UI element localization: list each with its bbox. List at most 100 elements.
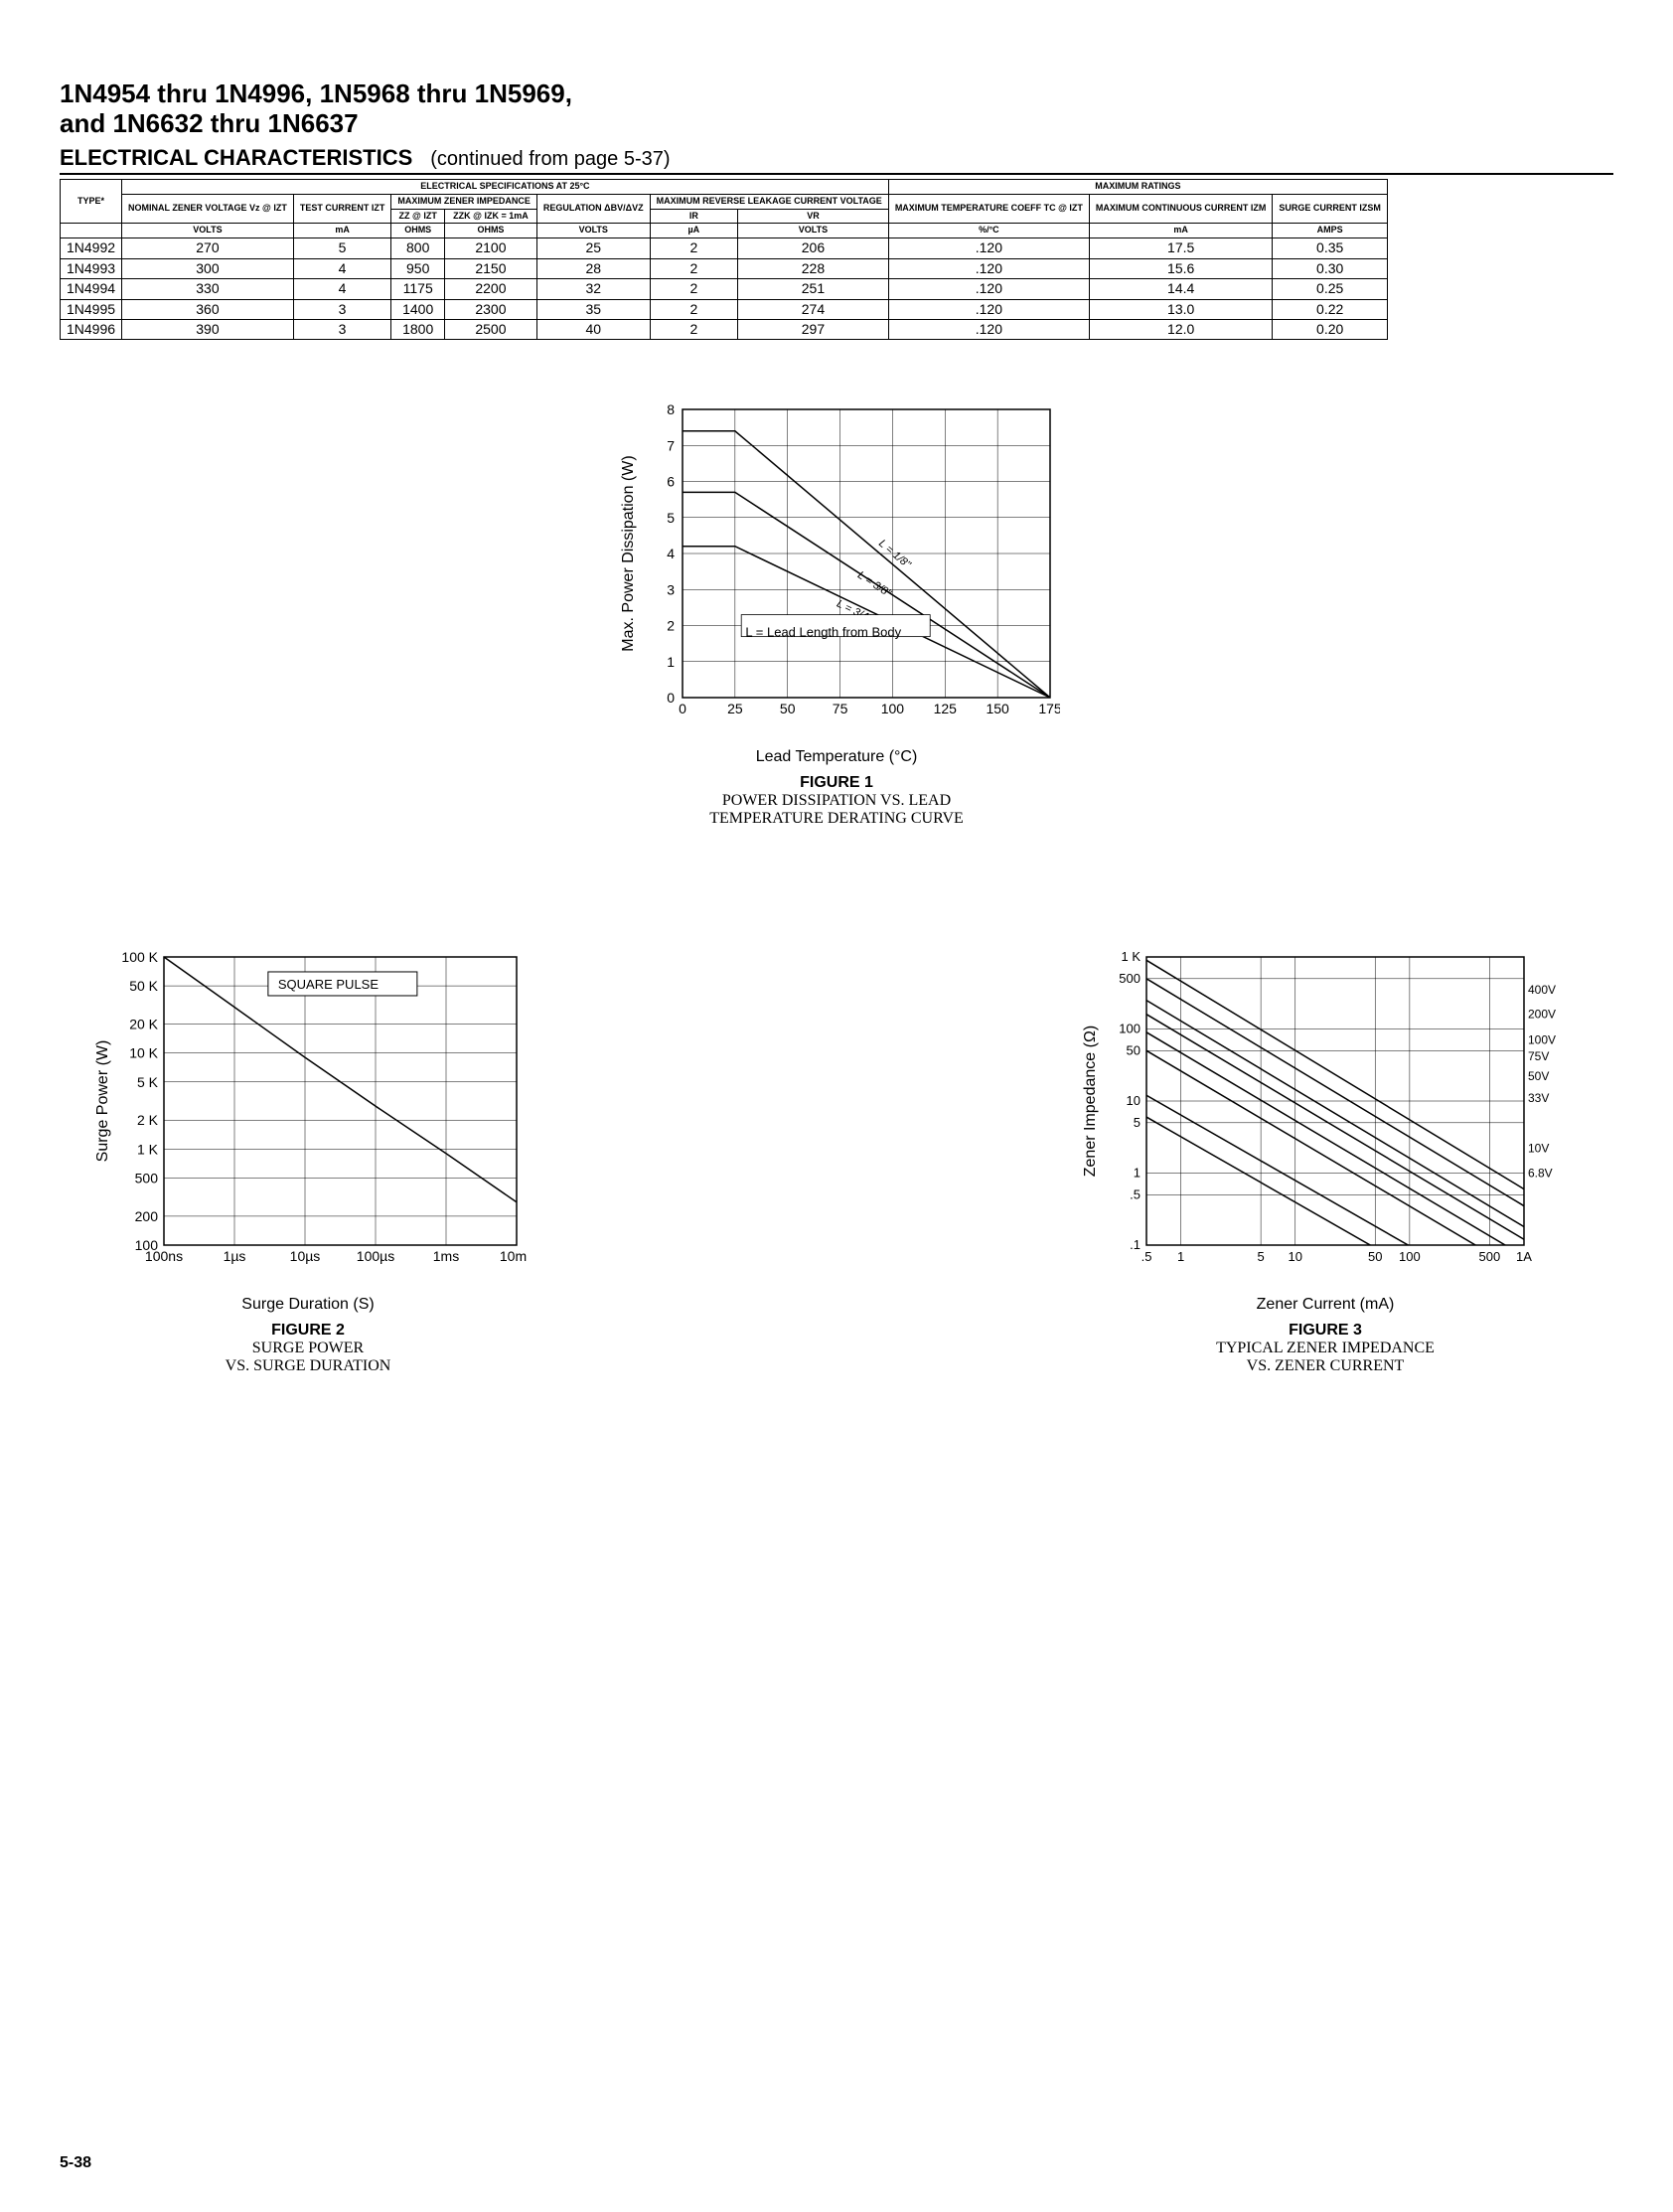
hdr-zzk: ZZK @ IZK = 1mA bbox=[445, 209, 537, 224]
hdr-test: TEST CURRENT IZT bbox=[293, 194, 391, 224]
subtitle: ELECTRICAL CHARACTERISTICS bbox=[60, 145, 412, 171]
title-line1: 1N4954 thru 1N4996, 1N5968 thru 1N5969, bbox=[60, 79, 572, 108]
hdr-nominal: NOMINAL ZENER VOLTAGE Vz @ IZT bbox=[122, 194, 294, 224]
figures-row: 100ns1µs10µs100µs1ms10ms1002005001 K2 K5… bbox=[60, 947, 1613, 1375]
svg-text:1: 1 bbox=[1134, 1166, 1141, 1181]
svg-text:150: 150 bbox=[986, 701, 1009, 716]
hdr-surge: SURGE CURRENT IZSM bbox=[1273, 194, 1388, 224]
svg-text:20 K: 20 K bbox=[129, 1017, 158, 1032]
svg-text:1A: 1A bbox=[1516, 1249, 1532, 1264]
svg-text:4: 4 bbox=[667, 546, 675, 561]
svg-text:L = Lead Length from Body: L = Lead Length from Body bbox=[745, 625, 901, 640]
continued-note: (continued from page 5-37) bbox=[430, 148, 670, 171]
fig3-xlabel: Zener Current (mA) bbox=[1077, 1296, 1574, 1314]
svg-text:SQUARE PULSE: SQUARE PULSE bbox=[278, 977, 379, 992]
svg-text:50V: 50V bbox=[1528, 1069, 1549, 1083]
svg-text:10V: 10V bbox=[1528, 1142, 1549, 1156]
fig1-cap2: TEMPERATURE DERATING CURVE bbox=[613, 810, 1060, 828]
hdr-temp: MAXIMUM TEMPERATURE COEFF TC @ IZT bbox=[888, 194, 1089, 224]
svg-text:10: 10 bbox=[1127, 1093, 1141, 1108]
svg-text:.5: .5 bbox=[1141, 1249, 1152, 1264]
svg-text:1ms: 1ms bbox=[433, 1248, 459, 1264]
svg-text:100V: 100V bbox=[1528, 1033, 1556, 1047]
svg-text:10: 10 bbox=[1289, 1249, 1302, 1264]
svg-text:0: 0 bbox=[679, 701, 686, 716]
svg-text:50 K: 50 K bbox=[129, 978, 158, 994]
table-row: 1N4996390318002500402297.12012.00.20 bbox=[61, 319, 1388, 339]
svg-text:100: 100 bbox=[1119, 1022, 1141, 1036]
hdr-reg: REGULATION ΔBV/ΔVZ bbox=[536, 194, 650, 224]
svg-text:1: 1 bbox=[1177, 1249, 1184, 1264]
hdr-ir: IR bbox=[650, 209, 737, 224]
svg-text:0: 0 bbox=[667, 690, 675, 706]
svg-text:6.8V: 6.8V bbox=[1528, 1167, 1553, 1181]
table-row: 1N4995360314002300352274.12013.00.22 bbox=[61, 299, 1388, 319]
svg-text:100: 100 bbox=[881, 701, 905, 716]
svg-text:L = 3/8": L = 3/8" bbox=[855, 569, 894, 600]
hdr-elec: ELECTRICAL SPECIFICATIONS AT 25°C bbox=[122, 179, 889, 194]
svg-text:10 K: 10 K bbox=[129, 1045, 158, 1061]
figure-1: 0255075100125150175012345678L = 1/8"L = … bbox=[613, 399, 1060, 828]
hdr-cont: MAXIMUM CONTINUOUS CURRENT IZM bbox=[1089, 194, 1273, 224]
fig2-title: FIGURE 2 bbox=[89, 1322, 527, 1340]
fig3-cap1: TYPICAL ZENER IMPEDANCE bbox=[1077, 1340, 1574, 1357]
fig3-cap2: VS. ZENER CURRENT bbox=[1077, 1357, 1574, 1375]
page-title: 1N4954 thru 1N4996, 1N5968 thru 1N5969, … bbox=[60, 79, 1613, 139]
figure-3-chart: .51510501005001A.1.51510501005001 K400V2… bbox=[1077, 947, 1574, 1285]
fig2-cap1: SURGE POWER bbox=[89, 1340, 527, 1357]
svg-text:.1: .1 bbox=[1130, 1237, 1141, 1252]
svg-text:500: 500 bbox=[135, 1171, 159, 1186]
svg-text:1 K: 1 K bbox=[1121, 949, 1141, 964]
svg-text:5: 5 bbox=[1257, 1249, 1264, 1264]
svg-text:7: 7 bbox=[667, 438, 675, 454]
fig1-cap1: POWER DISSIPATION VS. LEAD bbox=[613, 792, 1060, 810]
svg-text:50: 50 bbox=[1368, 1249, 1382, 1264]
hdr-vr: VR bbox=[738, 209, 889, 224]
hdr-zimp: MAXIMUM ZENER IMPEDANCE bbox=[391, 194, 537, 209]
subtitle-row: ELECTRICAL CHARACTERISTICS (continued fr… bbox=[60, 145, 1613, 175]
svg-text:1 K: 1 K bbox=[137, 1142, 159, 1158]
svg-text:6: 6 bbox=[667, 474, 675, 490]
svg-text:Surge Power (W): Surge Power (W) bbox=[94, 1040, 111, 1163]
fig2-xlabel: Surge Duration (S) bbox=[89, 1296, 527, 1314]
fig3-title: FIGURE 3 bbox=[1077, 1322, 1574, 1340]
svg-text:5: 5 bbox=[1134, 1115, 1141, 1130]
svg-text:50: 50 bbox=[1127, 1043, 1141, 1058]
hdr-leak: MAXIMUM REVERSE LEAKAGE CURRENT VOLTAGE bbox=[650, 194, 888, 209]
svg-text:8: 8 bbox=[667, 401, 675, 417]
svg-text:5: 5 bbox=[667, 510, 675, 526]
units-row: VOLTS mA OHMS OHMS VOLTS µA VOLTS %/°C m… bbox=[61, 224, 1388, 238]
title-line2: and 1N6632 thru 1N6637 bbox=[60, 108, 359, 138]
svg-text:175: 175 bbox=[1038, 701, 1060, 716]
svg-text:400V: 400V bbox=[1528, 983, 1556, 997]
figure-1-chart: 0255075100125150175012345678L = 1/8"L = … bbox=[613, 399, 1060, 737]
svg-text:200V: 200V bbox=[1528, 1008, 1556, 1022]
spec-table: TYPE* ELECTRICAL SPECIFICATIONS AT 25°C … bbox=[60, 179, 1388, 341]
svg-text:50: 50 bbox=[780, 701, 796, 716]
svg-text:3: 3 bbox=[667, 582, 675, 598]
svg-text:100 K: 100 K bbox=[121, 949, 158, 965]
fig1-xlabel: Lead Temperature (°C) bbox=[613, 748, 1060, 766]
hdr-max: MAXIMUM RATINGS bbox=[888, 179, 1387, 194]
fig2-cap2: VS. SURGE DURATION bbox=[89, 1357, 527, 1375]
svg-text:200: 200 bbox=[135, 1208, 159, 1224]
figure-2: 100ns1µs10µs100µs1ms10ms1002005001 K2 K5… bbox=[89, 947, 527, 1375]
hdr-type: TYPE* bbox=[61, 179, 122, 224]
svg-text:5 K: 5 K bbox=[137, 1074, 159, 1090]
figure-2-chart: 100ns1µs10µs100µs1ms10ms1002005001 K2 K5… bbox=[89, 947, 527, 1285]
svg-text:1µs: 1µs bbox=[224, 1248, 246, 1264]
svg-text:75: 75 bbox=[833, 701, 848, 716]
table-row: 1N499330049502150282228.12015.60.30 bbox=[61, 258, 1388, 278]
svg-text:500: 500 bbox=[1119, 971, 1141, 986]
svg-text:100: 100 bbox=[135, 1237, 159, 1253]
svg-text:500: 500 bbox=[1478, 1249, 1500, 1264]
figure-3: .51510501005001A.1.51510501005001 K400V2… bbox=[1077, 947, 1574, 1375]
table-row: 1N4994330411752200322251.12014.40.25 bbox=[61, 279, 1388, 299]
svg-text:100: 100 bbox=[1399, 1249, 1421, 1264]
svg-text:10µs: 10µs bbox=[290, 1248, 321, 1264]
svg-text:25: 25 bbox=[727, 701, 743, 716]
svg-text:.5: .5 bbox=[1130, 1187, 1141, 1202]
table-row: 1N499227058002100252206.12017.50.35 bbox=[61, 238, 1388, 258]
svg-text:1: 1 bbox=[667, 654, 675, 670]
hdr-zz: ZZ @ IZT bbox=[391, 209, 445, 224]
